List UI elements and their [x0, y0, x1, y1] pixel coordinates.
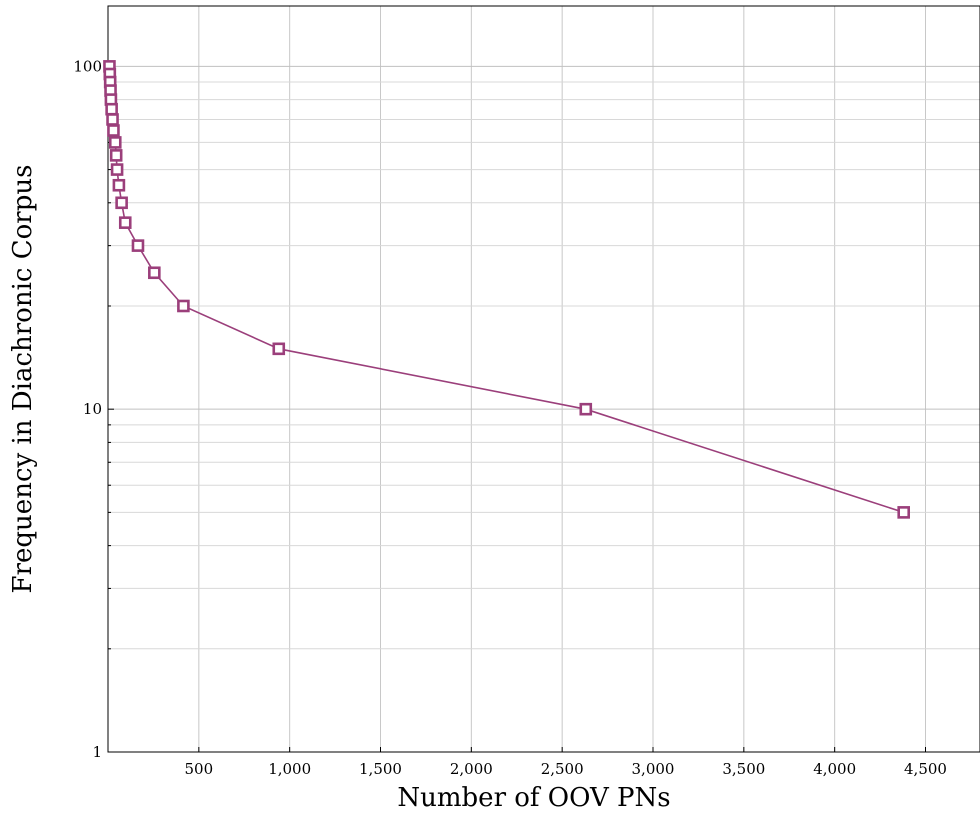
data-point [108, 136, 122, 149]
data-point [109, 149, 123, 162]
y-tick-label: 10 [83, 400, 102, 418]
data-point [105, 102, 118, 116]
x-tick-label: 500 [185, 760, 214, 778]
series-layer [103, 60, 911, 519]
x-tick-label: 3,500 [722, 760, 765, 778]
y-tick-label: 1 [92, 743, 102, 761]
data-point [107, 124, 120, 137]
data-point [110, 163, 124, 176]
data-point [115, 196, 128, 210]
x-tick-label: 2,000 [450, 760, 493, 778]
data-point [112, 178, 126, 192]
x-tick-label: 4,000 [813, 760, 856, 778]
data-point [148, 266, 161, 280]
data-point [579, 402, 593, 416]
x-tick-label: 3,000 [632, 760, 675, 778]
grid [108, 6, 980, 753]
series-line [108, 66, 904, 514]
axis-ticks: 500 1,000 1,500 2,000 2,500 3,000 3,500 4,000 4,… [73, 57, 947, 778]
x-axis-title: Number of OOV PNs [397, 783, 670, 813]
y-axis-title: Frequency in Diachronic Corpus [8, 165, 38, 594]
data-point [118, 216, 132, 229]
x-tick-label: 2,500 [541, 760, 584, 778]
data-point [106, 113, 119, 126]
data-point [131, 239, 145, 252]
data-point [272, 342, 286, 356]
x-tick-label: 4,500 [904, 760, 947, 778]
data-point [897, 506, 911, 519]
data-point [177, 299, 190, 313]
y-tick-label: 100 [73, 57, 102, 75]
x-tick-label: 1,500 [359, 760, 402, 778]
plot-frame [107, 5, 980, 753]
x-tick-label: 1,000 [268, 760, 311, 778]
